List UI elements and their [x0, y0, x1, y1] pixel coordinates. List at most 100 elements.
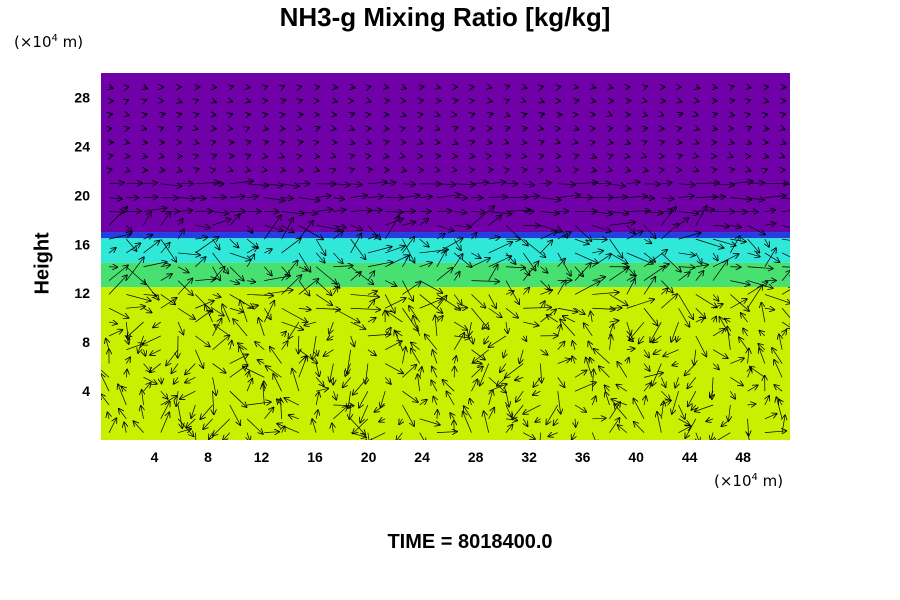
- velocity-arrow: [557, 307, 578, 312]
- velocity-arrow: [695, 252, 702, 264]
- velocity-arrow: [488, 390, 493, 406]
- velocity-arrow: [212, 335, 230, 350]
- velocity-arrow: [229, 214, 240, 226]
- y-tick-label: 8: [82, 334, 90, 350]
- velocity-arrow: [454, 184, 475, 185]
- velocity-arrow: [535, 419, 540, 422]
- velocity-arrow: [247, 402, 271, 405]
- velocity-arrow: [385, 280, 396, 286]
- velocity-arrow: [765, 396, 769, 406]
- velocity-arrow: [143, 383, 151, 392]
- velocity-arrow: [126, 266, 146, 284]
- velocity-arrow: [437, 115, 440, 116]
- velocity-arrow: [230, 101, 232, 102]
- velocity-arrow: [177, 266, 189, 273]
- velocity-arrow: [506, 115, 510, 116]
- velocity-arrow: [676, 335, 678, 342]
- velocity-arrow: [730, 169, 734, 170]
- velocity-arrow: [480, 363, 490, 386]
- velocity-arrow: [626, 231, 643, 240]
- velocity-arrow: [678, 211, 699, 213]
- velocity-arrow: [174, 377, 178, 383]
- velocity-arrow: [144, 100, 146, 101]
- velocity-arrow: [203, 418, 213, 429]
- velocity-arrow: [639, 335, 645, 343]
- velocity-arrow: [144, 142, 148, 143]
- velocity-arrow: [782, 266, 790, 268]
- velocity-arrow: [333, 169, 335, 170]
- layer-band-3: [101, 232, 790, 239]
- velocity-arrow: [586, 358, 593, 378]
- velocity-arrow: [109, 169, 111, 170]
- velocity-arrow: [316, 363, 319, 377]
- velocity-arrow: [764, 414, 777, 420]
- velocity-arrow: [728, 404, 730, 421]
- velocity-arrow: [592, 211, 612, 214]
- velocity-arrow: [464, 406, 472, 420]
- velocity-arrow: [678, 308, 690, 326]
- velocity-arrow: [627, 156, 630, 157]
- velocity-arrow: [106, 339, 109, 350]
- velocity-arrow: [609, 238, 623, 258]
- velocity-arrow: [782, 238, 790, 241]
- velocity-arrow: [144, 87, 147, 88]
- velocity-arrow: [298, 280, 310, 296]
- velocity-arrow: [489, 335, 507, 347]
- velocity-arrow: [229, 390, 247, 407]
- velocity-arrow: [712, 294, 718, 300]
- velocity-arrow: [367, 262, 392, 268]
- x-tick-label: 20: [361, 449, 377, 465]
- velocity-arrow: [195, 142, 198, 143]
- velocity-arrow: [488, 211, 512, 214]
- velocity-arrow: [436, 224, 454, 231]
- velocity-arrow: [471, 294, 485, 307]
- velocity-arrow: [385, 246, 404, 254]
- velocity-arrow: [627, 358, 629, 364]
- velocity-arrow: [141, 406, 144, 419]
- velocity-arrow: [779, 334, 782, 350]
- velocity-arrow: [626, 211, 650, 212]
- velocity-arrow: [177, 404, 182, 428]
- layer-band-4: [101, 73, 790, 233]
- velocity-arrow: [563, 316, 576, 323]
- velocity-arrow: [782, 225, 790, 229]
- velocity-arrow: [101, 394, 110, 406]
- velocity-arrow: [143, 235, 153, 239]
- y-tick-label: 4: [82, 383, 90, 399]
- velocity-arrow: [695, 183, 719, 184]
- velocity-arrow: [730, 299, 746, 309]
- velocity-arrow: [540, 114, 544, 115]
- velocity-arrow: [143, 308, 152, 312]
- velocity-arrow: [644, 156, 646, 157]
- velocity-arrow: [333, 252, 342, 263]
- velocity-arrow: [503, 349, 506, 358]
- velocity-arrow: [367, 182, 387, 184]
- velocity-arrow: [333, 210, 345, 212]
- velocity-arrow: [402, 255, 409, 267]
- velocity-arrow: [402, 115, 405, 116]
- velocity-arrow: [594, 349, 610, 364]
- velocity-arrow: [229, 294, 253, 308]
- velocity-arrow: [195, 294, 212, 311]
- velocity-arrow: [298, 198, 320, 201]
- velocity-arrow: [557, 184, 575, 185]
- velocity-arrow: [330, 363, 334, 382]
- velocity-arrow: [782, 129, 784, 130]
- velocity-arrow: [505, 225, 528, 245]
- velocity-arrow: [229, 238, 239, 247]
- x-tick-label: 12: [254, 449, 270, 465]
- velocity-arrow: [650, 321, 662, 342]
- velocity-arrow: [774, 385, 783, 392]
- velocity-arrow: [454, 100, 457, 101]
- velocity-arrow: [350, 233, 362, 254]
- velocity-arrow: [644, 211, 662, 213]
- velocity-arrow: [588, 342, 592, 350]
- velocity-arrow: [764, 294, 790, 303]
- velocity-arrow: [540, 183, 550, 184]
- velocity-arrow: [195, 335, 209, 347]
- velocity-arrow: [488, 265, 498, 281]
- velocity-arrow: [747, 198, 764, 200]
- velocity-arrow: [470, 399, 472, 406]
- velocity-arrow: [523, 114, 526, 115]
- velocity-arrow: [782, 142, 786, 143]
